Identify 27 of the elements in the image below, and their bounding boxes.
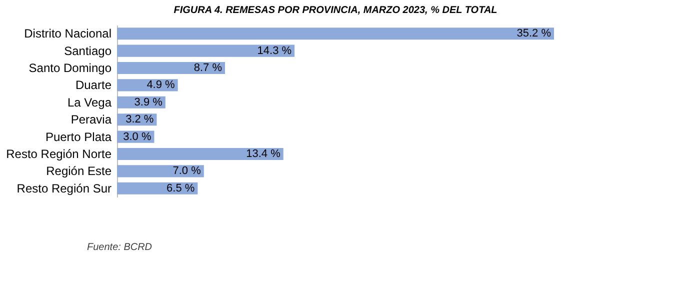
y-tick-label: Peravia (70, 112, 112, 127)
source-note: Fuente: BCRD (87, 242, 152, 253)
data-label: 3.0 % (123, 130, 152, 143)
bar (117, 44, 295, 57)
y-tick-label: Distrito Nacional (24, 26, 112, 41)
chart-title: FIGURA 4. REMESAS POR PROVINCIA, MARZO 2023, % DEL TOTAL (174, 5, 498, 16)
y-tick-label: Resto Región Sur (16, 181, 112, 196)
data-label: 3.9 % (134, 96, 163, 108)
data-label: 13.4 % (246, 148, 281, 160)
data-label: 3.2 % (126, 114, 154, 126)
data-label: 35.2 % (516, 28, 552, 40)
bar (117, 165, 204, 178)
y-tick-label: Santiago (64, 44, 112, 58)
data-label: 8.7 % (194, 62, 222, 74)
y-tick-label: Santo Domingo (28, 61, 112, 75)
bar (117, 148, 284, 160)
data-label: 7.0 % (172, 165, 202, 178)
data-label: 14.3 % (257, 44, 292, 57)
y-tick-label: Puerto Plata (45, 130, 112, 144)
y-tick-label: Resto Región Norte (6, 147, 112, 161)
y-tick-label: Duarte (75, 78, 112, 92)
data-label: 6.5 % (166, 182, 195, 194)
bar (117, 28, 554, 40)
y-tick-label: Región Este (46, 164, 112, 178)
y-tick-label: La Vega (67, 95, 112, 110)
bar (117, 62, 226, 74)
data-label: 4.9 % (146, 79, 176, 92)
